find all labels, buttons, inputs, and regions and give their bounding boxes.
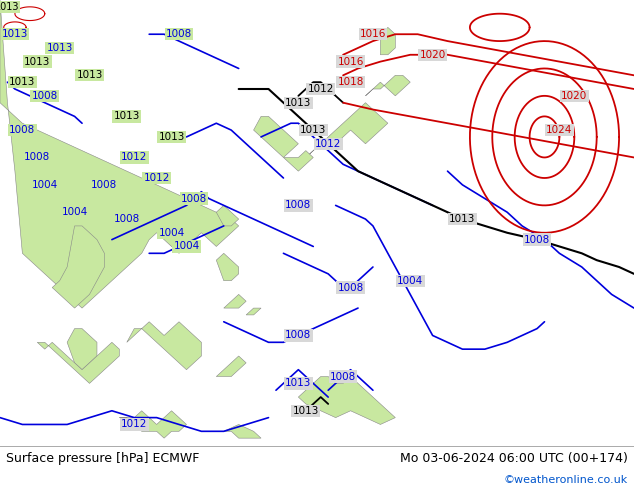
Polygon shape <box>246 308 261 315</box>
Text: 1016: 1016 <box>337 57 364 67</box>
Polygon shape <box>216 205 238 226</box>
Text: 1008: 1008 <box>337 283 364 293</box>
Text: Surface pressure [hPa] ECMWF: Surface pressure [hPa] ECMWF <box>6 451 199 465</box>
Text: 1008: 1008 <box>285 330 311 341</box>
Text: 1008: 1008 <box>181 194 207 203</box>
Text: 1013: 1013 <box>293 406 319 416</box>
Text: 1020: 1020 <box>561 91 588 101</box>
Text: 1013: 1013 <box>2 29 28 39</box>
Text: 1013: 1013 <box>0 2 20 12</box>
Text: 1008: 1008 <box>32 91 58 101</box>
Text: 1016: 1016 <box>359 29 386 39</box>
Text: 1013: 1013 <box>24 57 51 67</box>
Text: 1024: 1024 <box>547 125 573 135</box>
Polygon shape <box>37 343 119 383</box>
Polygon shape <box>254 117 299 157</box>
Text: ©weatheronline.co.uk: ©weatheronline.co.uk <box>504 475 628 485</box>
Text: 1013: 1013 <box>76 70 103 80</box>
Text: 1013: 1013 <box>285 378 311 389</box>
Text: 1004: 1004 <box>158 228 184 238</box>
Text: 1012: 1012 <box>307 84 334 94</box>
Polygon shape <box>380 27 396 55</box>
Text: 1008: 1008 <box>91 180 117 190</box>
Polygon shape <box>224 294 246 308</box>
Text: 1012: 1012 <box>121 152 148 163</box>
Text: 1013: 1013 <box>113 111 140 122</box>
Text: 1004: 1004 <box>397 276 424 286</box>
Text: 1012: 1012 <box>121 419 148 429</box>
Text: 1020: 1020 <box>420 50 446 60</box>
Polygon shape <box>224 424 261 438</box>
Text: 1004: 1004 <box>32 180 58 190</box>
Polygon shape <box>0 0 238 308</box>
Text: 1013: 1013 <box>450 214 476 224</box>
Polygon shape <box>216 253 238 281</box>
Polygon shape <box>365 75 410 96</box>
Text: 1018: 1018 <box>337 77 364 87</box>
Text: 1008: 1008 <box>330 371 356 382</box>
Text: 1013: 1013 <box>285 98 311 108</box>
Polygon shape <box>216 356 246 376</box>
Text: 1004: 1004 <box>173 242 200 251</box>
Polygon shape <box>52 226 105 308</box>
Text: 1013: 1013 <box>158 132 184 142</box>
Polygon shape <box>127 322 202 369</box>
Text: 1008: 1008 <box>524 235 550 245</box>
Text: 1008: 1008 <box>24 152 51 163</box>
Text: 1008: 1008 <box>113 214 140 224</box>
Polygon shape <box>283 150 313 171</box>
Text: 1004: 1004 <box>61 207 87 217</box>
Text: Mo 03-06-2024 06:00 UTC (00+174): Mo 03-06-2024 06:00 UTC (00+174) <box>400 451 628 465</box>
Polygon shape <box>119 411 186 438</box>
Polygon shape <box>299 376 396 424</box>
Text: 1012: 1012 <box>143 173 170 183</box>
Polygon shape <box>299 452 358 472</box>
Text: 1008: 1008 <box>285 200 311 210</box>
Text: 1008: 1008 <box>166 29 192 39</box>
Polygon shape <box>67 329 97 369</box>
Text: 1013: 1013 <box>9 77 36 87</box>
Text: 1013: 1013 <box>46 43 73 53</box>
Text: 1012: 1012 <box>315 139 341 149</box>
Text: 1013: 1013 <box>300 125 327 135</box>
Polygon shape <box>299 103 388 164</box>
Text: 1008: 1008 <box>10 125 36 135</box>
